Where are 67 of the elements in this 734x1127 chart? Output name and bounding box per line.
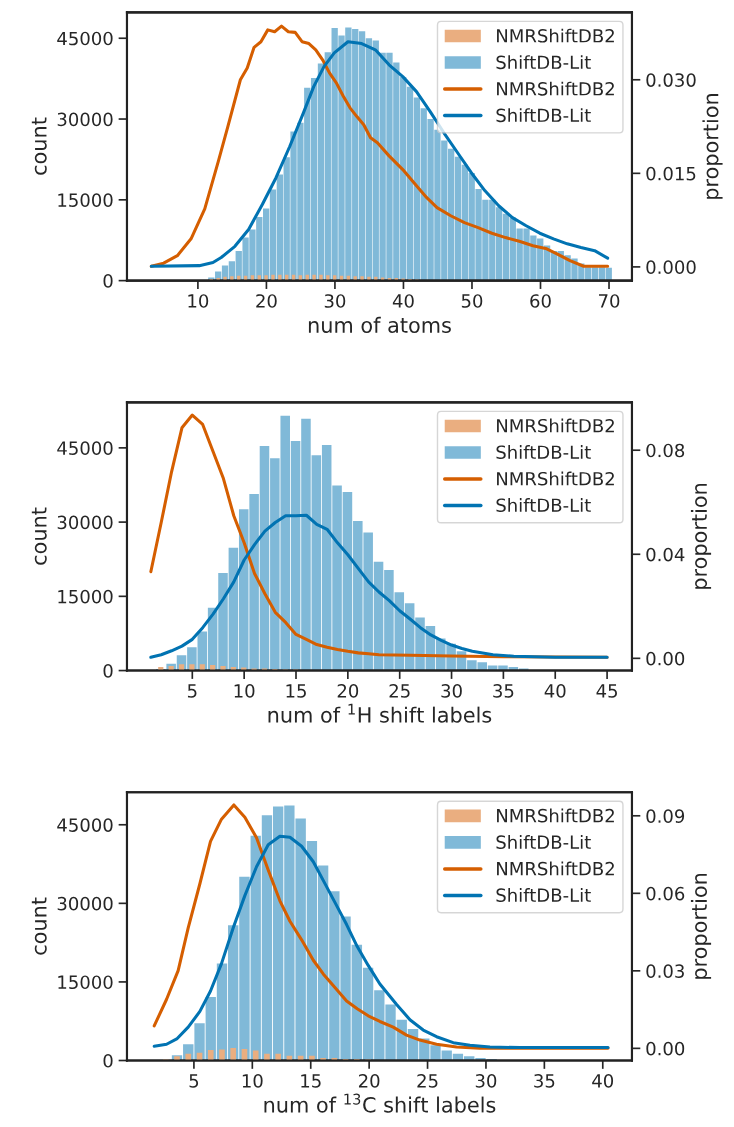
y-axis-title: count xyxy=(31,507,47,565)
y-tick-label: 30000 xyxy=(57,896,113,911)
x-tick-label: 45 xyxy=(596,684,617,698)
x-tick-label: 25 xyxy=(389,684,410,698)
x-tick-label: 10 xyxy=(234,684,255,698)
y-axis-title: count xyxy=(31,117,47,175)
x-axis-title: num of $^{13}$C shift labels xyxy=(264,1093,496,1113)
legend-label: NMRShiftDB2 xyxy=(497,861,614,876)
y-tick-label: 30000 xyxy=(57,112,113,127)
y2-tick-label: 0.04 xyxy=(646,547,685,562)
legend-label: ShiftDB-Lit xyxy=(496,835,591,850)
legend-label: ShiftDB-Lit xyxy=(496,888,591,903)
x-tick-label: 35 xyxy=(534,1074,555,1088)
y-tick-label: 15000 xyxy=(58,193,113,207)
y2-tick-label: 0.000 xyxy=(646,260,696,275)
x-tick-label: 10 xyxy=(188,294,209,308)
y2-tick-label: 0.09 xyxy=(646,809,685,823)
legend-label: ShiftDB-Lit xyxy=(496,55,591,70)
y2-axis-title: proportion xyxy=(690,873,712,979)
legend-label: NMRShiftDB2 xyxy=(497,418,614,433)
x-tick-label: 15 xyxy=(301,1074,321,1088)
x-tick-label: 35 xyxy=(493,684,514,698)
legend-label: ShiftDB-Lit xyxy=(496,445,591,460)
y2-tick-label: 0.015 xyxy=(646,166,696,181)
x-tick-label: 50 xyxy=(461,294,483,308)
legend-label: ShiftDB-Lit xyxy=(496,108,591,123)
x-tick-label: 25 xyxy=(417,1074,438,1088)
legend-label: NMRShiftDB2 xyxy=(497,471,614,486)
y-tick-label: 45000 xyxy=(57,818,113,832)
y-tick-label: 0 xyxy=(103,274,113,288)
y2-tick-label: 0.00 xyxy=(646,1041,685,1056)
y-tick-label: 0 xyxy=(103,664,113,678)
x-tick-label: 10 xyxy=(242,1074,263,1088)
x-tick-label: 15 xyxy=(286,684,306,698)
y2-tick-label: 0.06 xyxy=(646,886,685,901)
x-axis-title: num of atoms xyxy=(308,316,451,333)
x-tick-label: 20 xyxy=(256,294,277,308)
y-tick-label: 30000 xyxy=(57,515,113,530)
y-tick-label: 0 xyxy=(103,1053,113,1068)
y2-tick-label: 0.03 xyxy=(646,964,684,978)
x-tick-label: 20 xyxy=(358,1074,380,1088)
x-tick-label: 30 xyxy=(324,294,346,308)
legend-label: NMRShiftDB2 xyxy=(497,808,614,823)
y2-tick-label: 0.030 xyxy=(646,73,696,87)
x-tick-label: 30 xyxy=(475,1074,497,1088)
x-tick-label: 5 xyxy=(189,1074,199,1088)
legend-label: NMRShiftDB2 xyxy=(497,28,614,43)
legend-label: NMRShiftDB2 xyxy=(497,81,614,96)
y2-axis-title: proportion xyxy=(702,94,723,199)
y2-axis-title: proportion xyxy=(690,483,712,589)
x-tick-label: 40 xyxy=(592,1074,614,1088)
x-tick-label: 60 xyxy=(530,294,551,308)
y-tick-label: 15000 xyxy=(58,975,113,990)
x-tick-label: 70 xyxy=(599,294,620,308)
y-tick-label: 45000 xyxy=(57,31,113,46)
y2-tick-label: 0.00 xyxy=(646,651,685,666)
y2-tick-label: 0.08 xyxy=(646,443,685,458)
y-axis-title: count xyxy=(31,897,47,955)
y-tick-label: 15000 xyxy=(58,589,113,604)
x-axis-title: num of $^{1}$H shift labels xyxy=(268,703,492,723)
legend-label: ShiftDB-Lit xyxy=(496,498,591,513)
y-tick-label: 45000 xyxy=(57,441,113,455)
x-tick-label: 20 xyxy=(337,684,359,698)
x-tick-label: 40 xyxy=(392,294,414,308)
x-tick-label: 5 xyxy=(187,684,197,698)
x-tick-label: 40 xyxy=(544,684,566,698)
x-tick-label: 30 xyxy=(441,684,462,698)
